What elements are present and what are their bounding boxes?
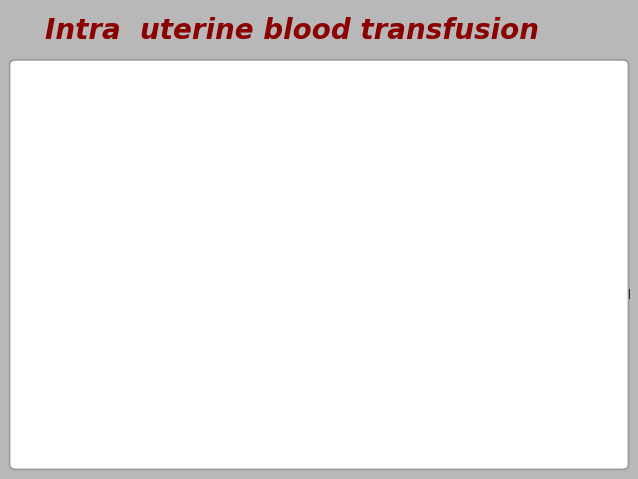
Ellipse shape: [256, 358, 302, 431]
Ellipse shape: [302, 256, 313, 291]
Ellipse shape: [263, 403, 316, 451]
Ellipse shape: [314, 88, 375, 201]
Ellipse shape: [286, 206, 329, 240]
Text: umbilical cord: umbilical cord: [339, 289, 631, 302]
FancyBboxPatch shape: [312, 90, 318, 120]
Ellipse shape: [241, 354, 394, 475]
Text: uterus: uterus: [93, 330, 279, 342]
Text: ultrasound
transducer: ultrasound transducer: [93, 205, 281, 233]
Polygon shape: [272, 160, 293, 193]
Ellipse shape: [286, 262, 315, 350]
Ellipse shape: [322, 120, 367, 185]
Ellipse shape: [266, 209, 348, 395]
Ellipse shape: [288, 304, 303, 341]
FancyBboxPatch shape: [270, 183, 297, 241]
Text: fetus: fetus: [93, 303, 285, 316]
Ellipse shape: [318, 82, 342, 159]
FancyBboxPatch shape: [279, 214, 288, 232]
Text: spine: spine: [93, 362, 268, 375]
Text: placenta: placenta: [93, 267, 286, 282]
Circle shape: [291, 315, 318, 369]
Ellipse shape: [227, 177, 401, 467]
Text: cervix: cervix: [345, 362, 581, 375]
Text: vagina: vagina: [345, 340, 585, 353]
Ellipse shape: [274, 220, 339, 371]
Ellipse shape: [350, 89, 367, 152]
Text: Intra  uterine blood transfusion: Intra uterine blood transfusion: [45, 17, 538, 45]
Text: pubic bone: pubic bone: [350, 311, 612, 324]
Ellipse shape: [336, 307, 351, 329]
Text: blood
transfusion
through the
umbilical
vein in the
placenta: blood transfusion through the umbilical …: [330, 126, 616, 215]
